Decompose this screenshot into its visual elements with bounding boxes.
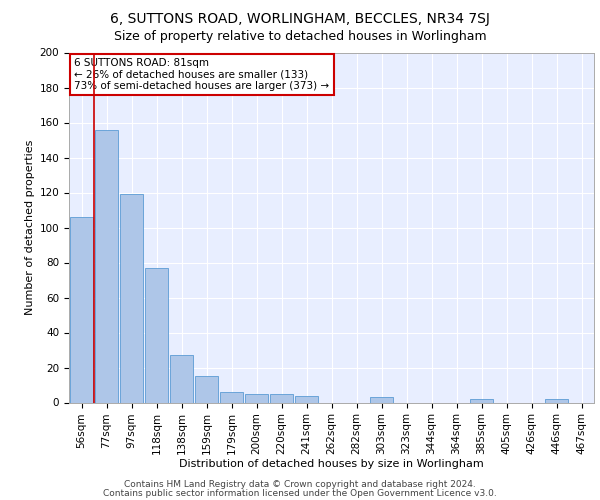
Text: Size of property relative to detached houses in Worlingham: Size of property relative to detached ho…	[113, 30, 487, 43]
Bar	[145, 268, 168, 402]
Bar	[370, 397, 393, 402]
Bar	[95, 130, 118, 402]
Text: Contains HM Land Registry data © Crown copyright and database right 2024.: Contains HM Land Registry data © Crown c…	[124, 480, 476, 489]
Text: 6, SUTTONS ROAD, WORLINGHAM, BECCLES, NR34 7SJ: 6, SUTTONS ROAD, WORLINGHAM, BECCLES, NR…	[110, 12, 490, 26]
Text: 6 SUTTONS ROAD: 81sqm
← 26% of detached houses are smaller (133)
73% of semi-det: 6 SUTTONS ROAD: 81sqm ← 26% of detached …	[74, 58, 329, 91]
Bar	[295, 396, 318, 402]
Bar	[70, 217, 93, 402]
Y-axis label: Number of detached properties: Number of detached properties	[25, 140, 35, 315]
Bar	[545, 399, 568, 402]
X-axis label: Distribution of detached houses by size in Worlingham: Distribution of detached houses by size …	[179, 458, 484, 468]
Bar	[195, 376, 218, 402]
Bar	[470, 399, 493, 402]
Bar	[170, 355, 193, 403]
Bar	[220, 392, 243, 402]
Bar	[120, 194, 143, 402]
Text: Contains public sector information licensed under the Open Government Licence v3: Contains public sector information licen…	[103, 488, 497, 498]
Bar	[270, 394, 293, 402]
Bar	[245, 394, 268, 402]
